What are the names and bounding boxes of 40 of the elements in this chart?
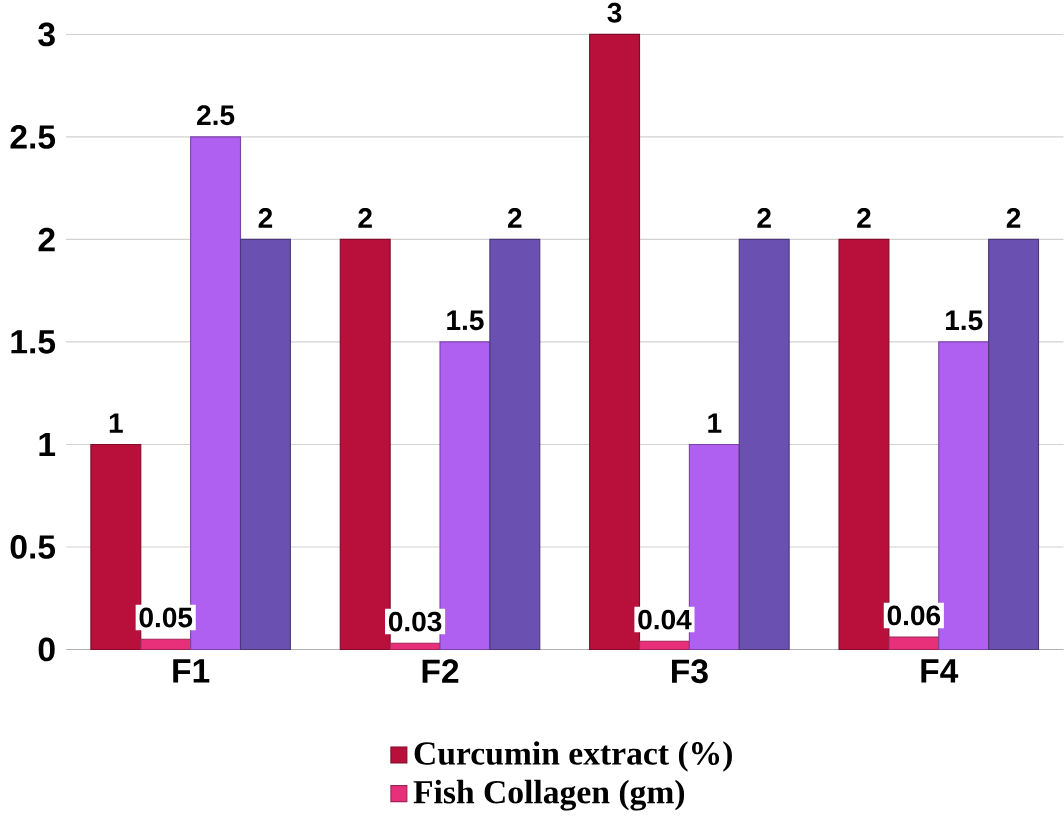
data-label: 2 (757, 208, 771, 228)
data-label: 1.5 (447, 310, 484, 331)
y-tick-label: 0.5 (10, 535, 56, 560)
bar (489, 239, 541, 651)
legend-label: Fish Collagen (gm) (413, 780, 685, 811)
y-tick-label: 0 (38, 637, 55, 662)
data-label: 1 (708, 413, 722, 433)
bar (638, 640, 690, 651)
data-label: 0.03 (388, 611, 442, 632)
data-label: 1 (109, 413, 123, 433)
data-label: 2 (857, 208, 871, 228)
x-tick-label: F4 (921, 659, 959, 683)
bar (938, 341, 990, 651)
x-tick-label: F2 (422, 659, 459, 683)
bar (888, 636, 940, 651)
y-tick-label: 1.5 (11, 330, 56, 354)
x-tick-label: F1 (173, 659, 210, 683)
data-label: 0.06 (887, 605, 941, 626)
bar (140, 638, 192, 651)
data-label: 3 (607, 3, 622, 23)
y-tick-label: 3 (38, 22, 55, 47)
y-tick-label: 2 (38, 227, 55, 252)
bar (738, 239, 790, 651)
data-label: 2 (358, 208, 372, 228)
data-label: 2 (508, 208, 522, 228)
bar (239, 239, 291, 651)
bar (190, 136, 242, 651)
data-label: 0.04 (638, 609, 692, 630)
data-label: 2 (1006, 208, 1021, 228)
bar (389, 642, 441, 651)
x-tick-label: F3 (672, 659, 708, 684)
legend-label: Curcumin extract (%) (414, 741, 732, 772)
y-tick-label: 1 (39, 433, 56, 457)
data-label: 2 (258, 208, 273, 228)
bar (988, 239, 1040, 651)
bar (339, 239, 391, 651)
data-label: 1.5 (945, 310, 983, 331)
y-tick-label: 2.5 (10, 125, 56, 149)
data-label: 2.5 (197, 105, 235, 126)
data-label: 0.05 (139, 607, 193, 628)
